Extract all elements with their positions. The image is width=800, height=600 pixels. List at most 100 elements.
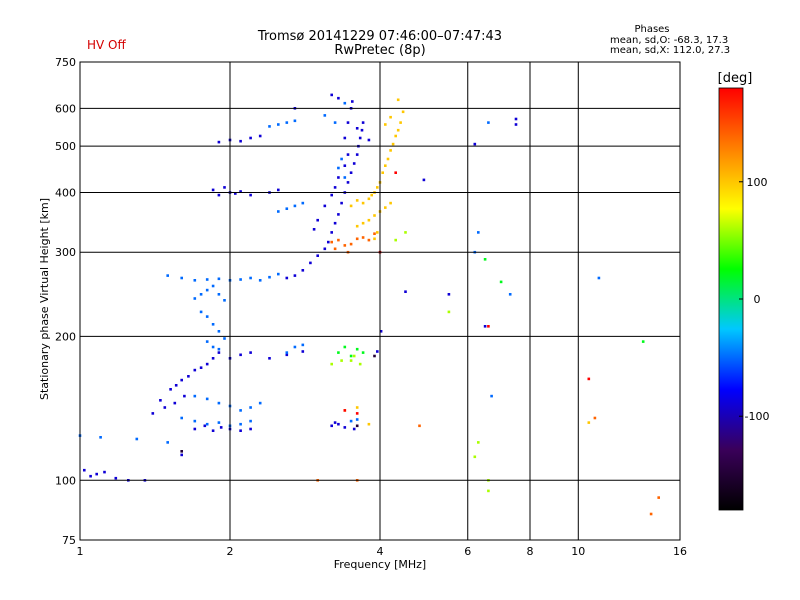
data-point [389, 149, 392, 152]
data-point [103, 470, 106, 474]
data-point [367, 138, 371, 142]
data-point [249, 419, 252, 423]
data-point [399, 121, 402, 124]
data-point [173, 401, 177, 405]
data-point [337, 213, 340, 216]
data-point [404, 290, 407, 293]
x-tick-label: 2 [227, 545, 234, 558]
data-point [193, 419, 197, 423]
data-point [340, 359, 343, 362]
colorbar-tick-label: 0 [754, 293, 761, 306]
data-point [249, 351, 252, 354]
data-point [239, 278, 242, 281]
data-point [301, 350, 305, 353]
data-point [285, 276, 289, 280]
x-axis-label: Frequency [MHz] [334, 558, 426, 571]
data-point [352, 162, 356, 165]
data-point [343, 164, 347, 167]
data-point [373, 354, 376, 358]
data-point [337, 351, 340, 354]
data-point [163, 406, 167, 409]
y-tick-label: 750 [55, 56, 76, 69]
data-point [349, 419, 353, 423]
data-point [193, 297, 197, 300]
data-point [349, 204, 353, 208]
data-point [355, 412, 359, 415]
data-point [223, 186, 226, 189]
data-point [447, 310, 451, 314]
data-point [277, 188, 280, 192]
colorbar-tick-label: -100 [745, 410, 770, 423]
data-point [211, 323, 215, 326]
data-point [99, 436, 102, 439]
data-point [293, 204, 297, 208]
chart-subtitle: RwPretec (8p) [334, 43, 425, 58]
data-point [239, 422, 242, 426]
data-point [203, 424, 207, 428]
x-tick-label: 10 [571, 545, 585, 558]
data-point [217, 421, 221, 424]
data-point [343, 426, 347, 429]
data-point [323, 204, 327, 208]
data-point [333, 121, 337, 124]
data-point [337, 166, 340, 170]
data-point [376, 231, 379, 234]
data-point [346, 121, 350, 124]
data-point [330, 424, 333, 428]
data-point [367, 197, 371, 201]
data-point [239, 190, 242, 193]
data-point [333, 221, 337, 225]
y-tick-label: 100 [55, 474, 76, 487]
data-point [239, 409, 242, 412]
data-point [285, 121, 289, 124]
data-point [396, 128, 400, 132]
data-point [180, 276, 183, 280]
data-point [355, 127, 359, 130]
y-tick-label: 500 [55, 140, 76, 153]
data-point [367, 238, 371, 242]
data-point [355, 418, 359, 421]
data-point [404, 231, 407, 234]
data-point [361, 351, 365, 354]
data-point [323, 114, 327, 117]
data-point [487, 489, 490, 493]
data-point [234, 192, 237, 195]
data-point [360, 128, 364, 132]
data-point [340, 201, 343, 205]
data-point [95, 472, 98, 476]
data-point [355, 347, 359, 351]
y-tick-label: 400 [55, 186, 76, 199]
data-point [499, 280, 503, 284]
data-point [340, 157, 343, 161]
data-point [361, 121, 365, 124]
data-point [514, 123, 518, 126]
data-point [401, 110, 405, 114]
data-point [223, 299, 226, 302]
x-tick-label: 8 [527, 545, 534, 558]
y-tick-label: 200 [55, 330, 76, 343]
data-point [384, 164, 387, 167]
data-point [217, 401, 221, 405]
data-point [384, 123, 387, 126]
data-point [309, 261, 312, 265]
data-point [490, 394, 493, 398]
data-point [477, 441, 480, 444]
data-point [349, 354, 353, 358]
data-point [370, 193, 373, 197]
data-point [166, 274, 169, 277]
data-point [277, 210, 280, 213]
data-point [597, 276, 601, 280]
data-point [373, 232, 376, 235]
data-point [199, 293, 203, 296]
data-point [285, 353, 289, 357]
data-point [587, 377, 591, 381]
data-point [367, 422, 371, 426]
data-point [205, 422, 209, 426]
data-point [358, 362, 362, 366]
data-point [193, 427, 197, 431]
data-point [301, 343, 305, 347]
data-point [211, 188, 215, 192]
data-point [337, 422, 340, 426]
data-point [217, 330, 221, 333]
data-point [205, 288, 209, 292]
